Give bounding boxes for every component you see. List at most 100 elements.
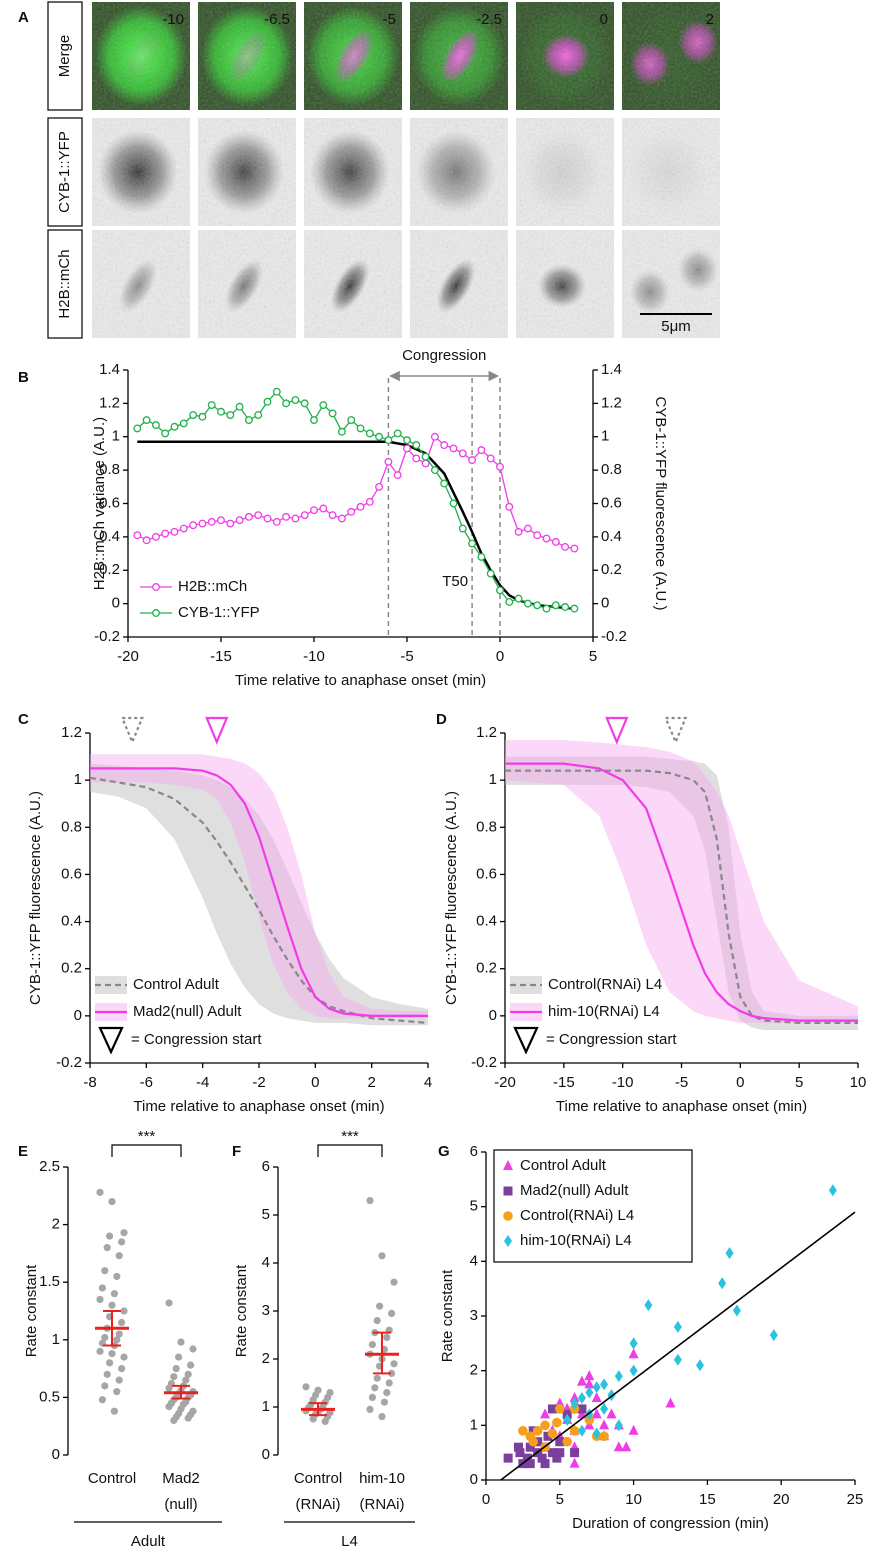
data-point bbox=[368, 1393, 376, 1401]
data-point bbox=[96, 1347, 104, 1355]
congression-start-marker bbox=[663, 716, 688, 745]
x-tick-label: -5 bbox=[675, 1074, 688, 1091]
data-point bbox=[207, 401, 216, 409]
y-axis-label: Rate constant bbox=[439, 1269, 456, 1362]
data-point bbox=[319, 401, 328, 409]
y-tick-label: 1 bbox=[262, 1398, 270, 1415]
panel-label: F bbox=[232, 1143, 241, 1160]
data-point bbox=[118, 1318, 126, 1327]
data-point bbox=[120, 1229, 128, 1237]
data-point bbox=[198, 519, 207, 528]
data-point bbox=[113, 1336, 121, 1344]
y-tick-label: 0 bbox=[262, 1446, 270, 1463]
data-point bbox=[375, 432, 384, 441]
data-point bbox=[115, 1252, 123, 1260]
legend-marker bbox=[503, 1211, 513, 1221]
data-point bbox=[120, 1353, 128, 1361]
data-point bbox=[309, 1415, 317, 1423]
row-label-box bbox=[47, 1, 83, 111]
data-point bbox=[366, 1405, 374, 1413]
data-point bbox=[732, 1304, 741, 1317]
data-point bbox=[189, 411, 198, 420]
y-tick-label: -0.2 bbox=[94, 628, 120, 645]
x-tick-label: -4 bbox=[196, 1074, 209, 1091]
data-point bbox=[356, 424, 365, 433]
x-tick-label: Mad2 bbox=[162, 1470, 200, 1487]
legend-label: H2B::mCh bbox=[178, 578, 247, 595]
data-point bbox=[505, 502, 514, 511]
data-point bbox=[347, 507, 356, 516]
data-point bbox=[576, 1375, 587, 1386]
x-tick-label: 10 bbox=[625, 1491, 642, 1508]
data-point bbox=[570, 1397, 579, 1410]
x-tick-label: 15 bbox=[699, 1491, 716, 1508]
noise bbox=[304, 118, 402, 226]
noise bbox=[622, 230, 720, 338]
data-point bbox=[291, 396, 300, 404]
data-point bbox=[412, 441, 421, 450]
data-point bbox=[614, 1419, 623, 1432]
data-point bbox=[189, 521, 198, 530]
data-point bbox=[533, 601, 542, 610]
y-tick-label: 0.4 bbox=[61, 913, 82, 930]
y2-tick-label: 1 bbox=[601, 428, 609, 445]
y-tick-label: 0.8 bbox=[61, 818, 82, 835]
legend-label: him-10(RNAi) L4 bbox=[548, 1003, 660, 1020]
data-point bbox=[393, 429, 402, 438]
y-tick-label: 0.8 bbox=[476, 818, 497, 835]
legend-label: Mad2(null) Adult bbox=[520, 1182, 629, 1199]
data-point bbox=[532, 1426, 543, 1436]
data-point bbox=[449, 444, 458, 453]
x-tick-label: 0 bbox=[482, 1491, 490, 1508]
significance-label: *** bbox=[341, 1128, 359, 1145]
x-tick-label: 0 bbox=[496, 648, 504, 665]
data-point bbox=[547, 1404, 557, 1414]
data-point bbox=[120, 1307, 128, 1315]
data-point bbox=[142, 536, 151, 545]
data-point bbox=[569, 1392, 580, 1402]
x-axis-label: Duration of congression (min) bbox=[572, 1515, 769, 1532]
data-point bbox=[477, 446, 486, 455]
congression-start-marker bbox=[605, 716, 629, 745]
data-point bbox=[540, 1408, 551, 1419]
time-label: -5 bbox=[383, 11, 396, 28]
data-point bbox=[563, 1413, 572, 1426]
data-point bbox=[769, 1329, 778, 1342]
data-point bbox=[725, 1247, 734, 1260]
data-point bbox=[142, 416, 151, 425]
fit-line bbox=[500, 1211, 856, 1481]
y-tick-label: -0.2 bbox=[471, 1054, 497, 1071]
panel-label: D bbox=[436, 711, 447, 728]
y2-tick-label: 0.4 bbox=[601, 528, 622, 545]
confidence-band bbox=[505, 740, 858, 1023]
panel-label: G bbox=[438, 1143, 450, 1160]
y-axis-label: H2B::mCh variance (A.U.) bbox=[91, 417, 108, 590]
data-point bbox=[523, 524, 532, 533]
data-point bbox=[347, 416, 356, 425]
y-tick-label: 4 bbox=[470, 1252, 478, 1269]
data-point bbox=[373, 1374, 381, 1382]
y-tick-label: 1 bbox=[74, 771, 82, 788]
row-label-box bbox=[47, 117, 83, 227]
data-point bbox=[177, 1338, 185, 1346]
data-point bbox=[577, 1404, 587, 1414]
legend-label: Control Adult bbox=[133, 976, 220, 993]
data-point bbox=[621, 1441, 632, 1452]
data-point bbox=[337, 514, 346, 523]
fit-curve bbox=[89, 776, 429, 1024]
x-tick-label: -5 bbox=[400, 648, 413, 665]
data-point bbox=[151, 421, 160, 430]
data-point bbox=[607, 1389, 616, 1402]
annotation: T50 bbox=[442, 573, 468, 590]
data-point bbox=[449, 499, 458, 508]
y-tick-label: 2 bbox=[470, 1362, 478, 1379]
y-tick-label: 0 bbox=[52, 1446, 60, 1463]
data-point bbox=[103, 1244, 111, 1252]
series-line bbox=[136, 435, 575, 550]
data-point bbox=[106, 1359, 114, 1367]
data-point bbox=[515, 1448, 525, 1458]
fit-curve bbox=[505, 769, 858, 1024]
y-tick-label: 1.2 bbox=[61, 724, 82, 741]
x-tick-label: -20 bbox=[117, 648, 139, 665]
y-tick-label: 0.2 bbox=[476, 960, 497, 977]
